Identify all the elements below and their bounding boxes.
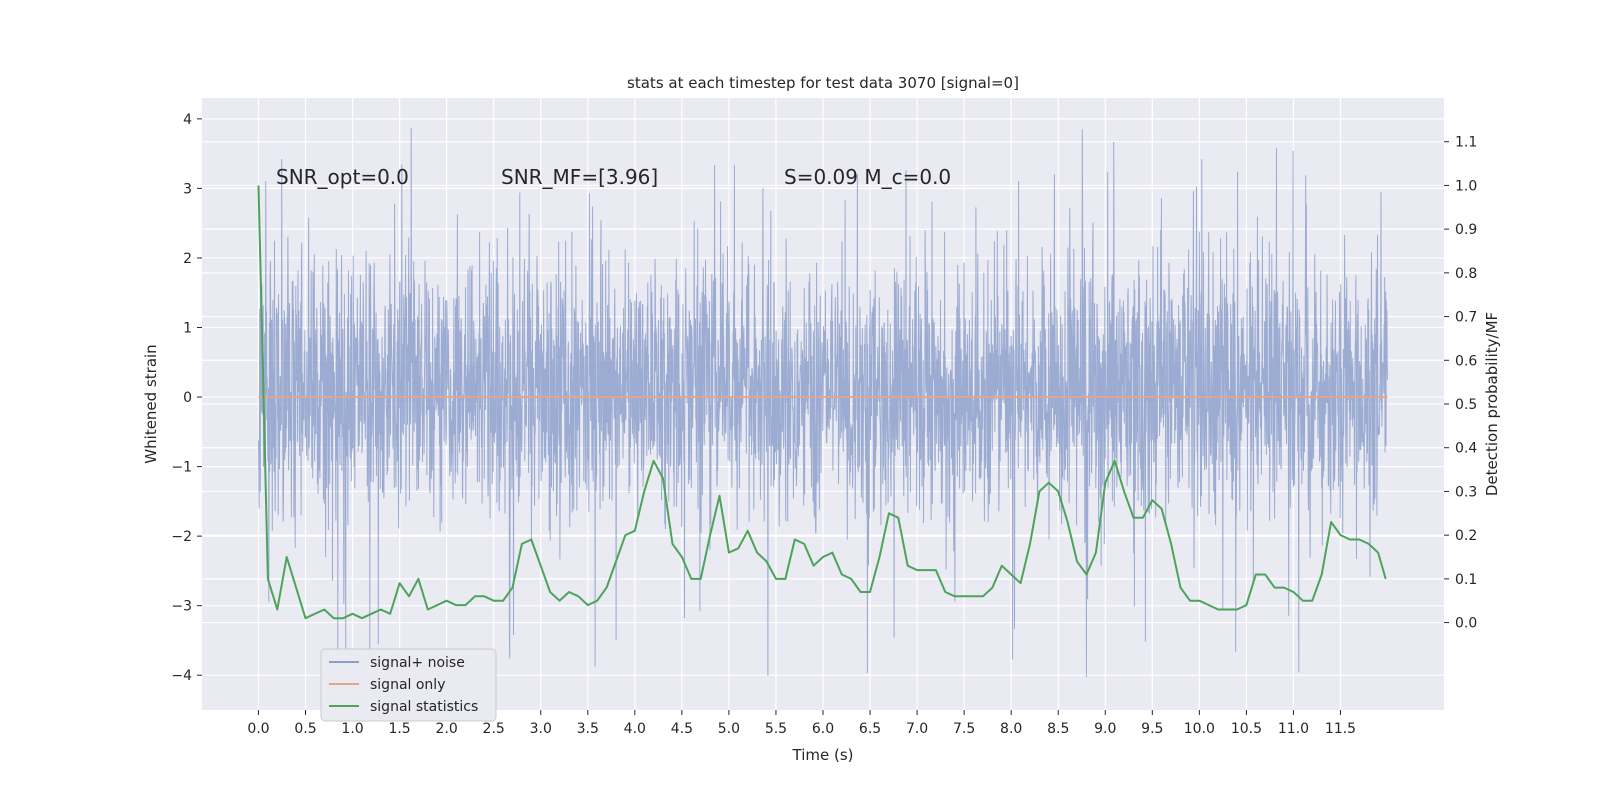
x-axis-ticks: 0.0 0.5 1.0 1.5 2.0 2.5 3.0 3.5 4.0 4.5 5.0 5.5 6.0 6… [247, 710, 1356, 737]
x-tick-label-21: 10.5 [1231, 721, 1262, 737]
legend-label-signal-statistics: signal statistics [370, 699, 478, 715]
x-tick-label-23: 11.5 [1325, 721, 1356, 737]
y-left-tick-label-0: −4 [171, 668, 192, 684]
x-tick-label-14: 7.0 [906, 721, 928, 737]
y-axis-left-ticks: −4 −3 −2 −1 0 1 2 3 4 [171, 112, 202, 684]
x-tick-label-3: 1.5 [388, 721, 410, 737]
x-tick-label-1: 0.5 [294, 721, 316, 737]
x-tick-label-20: 10.0 [1184, 721, 1215, 737]
y-right-tick-label-0: 0.0 [1455, 616, 1477, 632]
y-right-tick-label-5: 0.5 [1455, 397, 1477, 413]
y-right-tick-label-2: 0.2 [1455, 528, 1477, 544]
y-left-tick-label-7: 3 [183, 181, 192, 197]
x-tick-label-13: 6.5 [859, 721, 881, 737]
y-right-tick-label-1: 0.1 [1455, 572, 1477, 588]
annotation-snr-mf: SNR_MF=[3.96] [501, 165, 658, 189]
x-tick-label-16: 8.0 [1000, 721, 1022, 737]
y-right-tick-label-9: 0.9 [1455, 222, 1477, 238]
y-left-tick-label-6: 2 [183, 251, 192, 267]
y-left-tick-label-3: −1 [171, 460, 192, 476]
y-right-tick-label-10: 1.0 [1455, 178, 1477, 194]
annotation-snr-opt: SNR_opt=0.0 [276, 165, 409, 189]
y-left-tick-label-4: 0 [183, 390, 192, 406]
y-right-tick-label-11: 1.1 [1455, 135, 1477, 151]
x-tick-label-10: 5.0 [718, 721, 740, 737]
x-tick-label-2: 1.0 [341, 721, 363, 737]
series-signal-statistics [257, 185, 1387, 620]
y-axis-right-label: Detection probability/MF [1483, 312, 1501, 496]
y-axis-left-label: Whitened strain [142, 344, 160, 463]
x-tick-label-15: 7.5 [953, 721, 975, 737]
x-tick-label-12: 6.0 [812, 721, 834, 737]
legend: signal+ noise signal only signal statist… [320, 648, 497, 722]
series-signal-noise [258, 127, 1388, 678]
x-tick-label-8: 4.0 [624, 721, 646, 737]
y-left-tick-label-2: −2 [171, 529, 192, 545]
x-tick-label-11: 5.5 [765, 721, 787, 737]
signal-statistics-line [257, 185, 1387, 620]
y-right-tick-label-8: 0.8 [1455, 266, 1477, 282]
x-tick-label-19: 9.5 [1141, 721, 1163, 737]
chart-title: stats at each timestep for test data 307… [627, 74, 1019, 92]
y-left-tick-label-1: −3 [171, 599, 192, 615]
annotation-s-mc: S=0.09 M_c=0.0 [784, 165, 951, 189]
x-tick-label-9: 4.5 [671, 721, 693, 737]
x-tick-label-17: 8.5 [1047, 721, 1069, 737]
signal-noise-line [258, 127, 1388, 678]
x-tick-label-22: 11.0 [1278, 721, 1309, 737]
x-tick-label-6: 3.0 [530, 721, 552, 737]
x-tick-label-7: 3.5 [577, 721, 599, 737]
annotations: SNR_opt=0.0 SNR_MF=[3.96] S=0.09 M_c=0.0 [276, 165, 951, 189]
y-right-tick-label-7: 0.7 [1455, 310, 1477, 326]
legend-box [320, 648, 497, 722]
x-tick-label-18: 9.0 [1094, 721, 1116, 737]
y-left-tick-label-8: 4 [183, 112, 192, 128]
y-axis-right-ticks: 0.0 0.1 0.2 0.3 0.4 0.5 0.6 0.7 0.8 0.9 1.0 1.1 [1444, 135, 1477, 632]
legend-label-signal-only: signal only [370, 677, 445, 693]
y-right-tick-label-3: 0.3 [1455, 484, 1477, 500]
x-tick-label-5: 2.5 [483, 721, 505, 737]
x-tick-label-4: 2.0 [436, 721, 458, 737]
y-right-tick-label-4: 0.4 [1455, 441, 1477, 457]
x-axis-label: Time (s) [792, 746, 854, 764]
x-tick-label-0: 0.0 [247, 721, 269, 737]
y-left-tick-label-5: 1 [183, 321, 192, 337]
y-right-tick-label-6: 0.6 [1455, 353, 1477, 369]
legend-label-signal-noise: signal+ noise [370, 655, 465, 671]
